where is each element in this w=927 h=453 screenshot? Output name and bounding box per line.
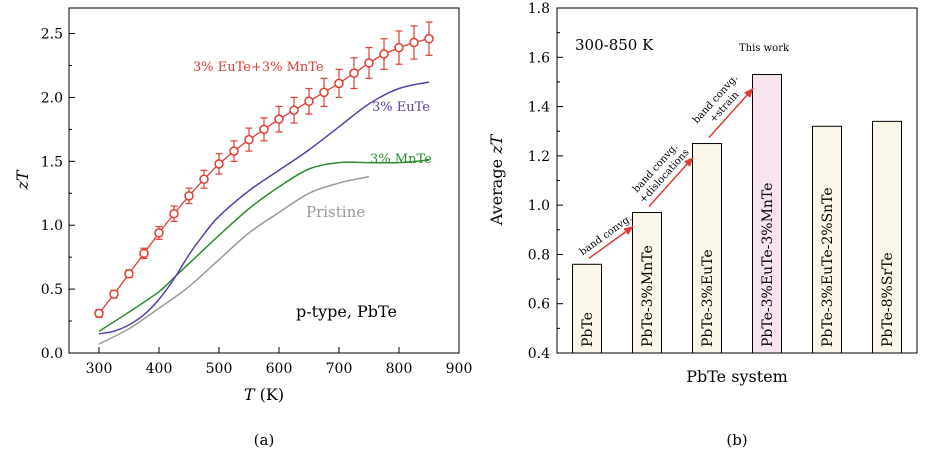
- panel-b-this-work-label: This work: [739, 43, 790, 54]
- panel-b-bar-chart: 0.4 0.6 0.8 1.0 1.2 1.4 1.6 1.8 PbTe PbTe-3%MnTe…: [487, 1, 918, 449]
- data-point: [94, 308, 104, 319]
- data-point: [424, 33, 434, 44]
- panel-b-x-axis-label: PbTe system: [686, 367, 788, 386]
- panel-a-x-axis-label-var: T: [244, 385, 256, 404]
- data-point: [364, 58, 374, 68]
- series-line-pristine: [98, 175, 370, 345]
- series-3-mnte: [98, 159, 430, 332]
- data-point: [229, 146, 239, 156]
- bar: [812, 125, 842, 354]
- bar: [752, 74, 782, 354]
- panel-b-plot-frame: [556, 7, 918, 354]
- panel-a-label: (a): [254, 431, 275, 449]
- bar: [692, 143, 722, 354]
- panel-a-x-ticks: 300 400 500 600 700 800 900: [86, 347, 473, 377]
- x-tick-label: 800: [386, 361, 413, 377]
- bar: [572, 263, 602, 354]
- panel-b-bars: [572, 74, 902, 354]
- arrow-annotation: band convg.: [578, 213, 634, 258]
- panel-b-label: (b): [726, 431, 747, 449]
- y-tick-label: 0.5: [41, 282, 63, 298]
- x-tick-label: 500: [206, 361, 233, 377]
- y-tick-label: 1.8: [528, 1, 550, 17]
- data-point: [214, 159, 224, 169]
- panel-b-y-axis-label-prefix: Average: [487, 154, 506, 226]
- bar-category-label: PbTe-3%EuTe-2%SnTe: [820, 187, 836, 347]
- x-tick-label: 900: [446, 361, 473, 377]
- series-label: 3% MnTe: [370, 152, 432, 167]
- y-tick-label: 2.0: [41, 90, 63, 106]
- panel-b-arrows: band convg.band convg.+dislocationsband …: [578, 73, 754, 259]
- trend-arrow: [708, 87, 754, 139]
- y-tick-label: 1.2: [528, 149, 550, 165]
- series-line-3-eute-3-mnte: [98, 38, 430, 314]
- y-tick-label: 1.5: [41, 154, 63, 170]
- y-tick-label: 1.0: [41, 218, 63, 234]
- y-tick-label: 2.5: [41, 27, 63, 43]
- series-label: Pristine: [306, 203, 365, 221]
- data-point: [109, 289, 119, 299]
- y-tick-label: 0.8: [528, 247, 550, 263]
- y-tick-label: 1.6: [528, 50, 550, 66]
- panel-a-x-axis-label: T (K): [244, 385, 284, 404]
- x-tick-label: 600: [266, 361, 293, 377]
- bar-category-label: PbTe-3%EuTe: [700, 249, 716, 347]
- x-tick-label: 700: [326, 361, 353, 377]
- series-line-3-eute: [98, 81, 430, 335]
- series-label: 3% EuTe+3% MnTe: [193, 60, 324, 75]
- data-point: [274, 114, 284, 124]
- data-point: [244, 134, 254, 145]
- trend-arrow: [648, 156, 694, 208]
- bar-category-label: PbTe-8%SrTe: [880, 252, 896, 347]
- y-tick-label: 1.0: [528, 198, 550, 214]
- panel-a-plot-frame: [68, 7, 460, 354]
- panel-b-category-labels: PbTe PbTe-3%MnTe PbTe-3%EuTe PbTe-3%EuTe-3%…: [580, 183, 896, 347]
- bar: [872, 120, 902, 354]
- data-point: [304, 96, 314, 107]
- y-tick-label: 0.0: [41, 346, 63, 362]
- arrow-annotation-line: band convg.: [578, 213, 634, 258]
- data-point: [124, 269, 134, 279]
- panel-b-annotation: 300-850 K: [575, 36, 654, 54]
- data-point: [349, 68, 359, 78]
- panel-a-y-ticks: 0.0 0.5 1.0 1.5 2.0 2.5: [41, 27, 75, 362]
- panel-b-y-ticks: 0.4 0.6 0.8 1.0 1.2 1.4 1.6 1.8: [528, 1, 563, 362]
- y-tick-label: 0.6: [528, 297, 550, 313]
- data-point: [154, 228, 164, 238]
- panel-a-y-axis-label: zT: [13, 169, 32, 190]
- panel-b-y-axis-label: Average zT: [487, 133, 506, 226]
- series-3-eute-3-mnte: [94, 21, 434, 319]
- arrow-annotation: band convg.+dislocations: [631, 142, 692, 206]
- bar-category-label: PbTe: [580, 312, 596, 347]
- x-tick-label: 400: [146, 361, 173, 377]
- data-point: [379, 49, 389, 59]
- data-point: [259, 124, 269, 135]
- data-point: [289, 105, 299, 115]
- data-point: [184, 191, 194, 201]
- bar-category-label: PbTe-3%EuTe-3%MnTe: [760, 183, 776, 347]
- data-point: [139, 248, 149, 259]
- panel-a-annotation: p-type, PbTe: [296, 302, 397, 321]
- series-3-eute: [98, 81, 430, 335]
- data-point: [394, 42, 404, 53]
- series-line-3-mnte: [98, 159, 430, 332]
- panel-a-series-labels: 3% EuTe+3% MnTe 3% EuTe 3% MnTe Pristine: [193, 60, 432, 221]
- data-point: [199, 174, 209, 184]
- data-point: [169, 208, 179, 219]
- panel-a-line-chart: 300 400 500 600 700 800 900 0.0 0.5 1.0 1.5 2.0 2.5…: [13, 7, 473, 449]
- panel-a-series-group: [94, 21, 434, 345]
- trend-arrow: [588, 225, 634, 259]
- panel-a-x-axis-label-unit: (K): [255, 385, 285, 404]
- bar-category-label: PbTe-3%MnTe: [640, 245, 656, 347]
- data-point: [409, 37, 419, 48]
- series-pristine: [98, 175, 370, 345]
- x-tick-label: 300: [86, 361, 113, 377]
- y-tick-label: 0.4: [528, 346, 550, 362]
- data-point: [319, 87, 329, 98]
- data-point: [334, 78, 344, 89]
- y-tick-label: 1.4: [528, 100, 550, 116]
- panel-b-y-axis-label-var: zT: [487, 133, 506, 154]
- series-label: 3% EuTe: [372, 100, 430, 115]
